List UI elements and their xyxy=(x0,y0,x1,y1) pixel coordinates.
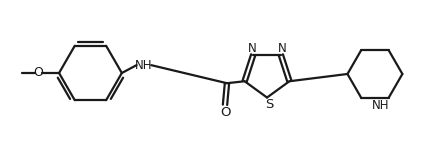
Text: O: O xyxy=(220,106,230,119)
Text: N: N xyxy=(278,42,286,55)
Text: NH: NH xyxy=(372,99,390,112)
Text: NH: NH xyxy=(135,59,152,72)
Text: N: N xyxy=(248,42,257,55)
Text: S: S xyxy=(265,98,273,111)
Text: O: O xyxy=(33,66,43,80)
